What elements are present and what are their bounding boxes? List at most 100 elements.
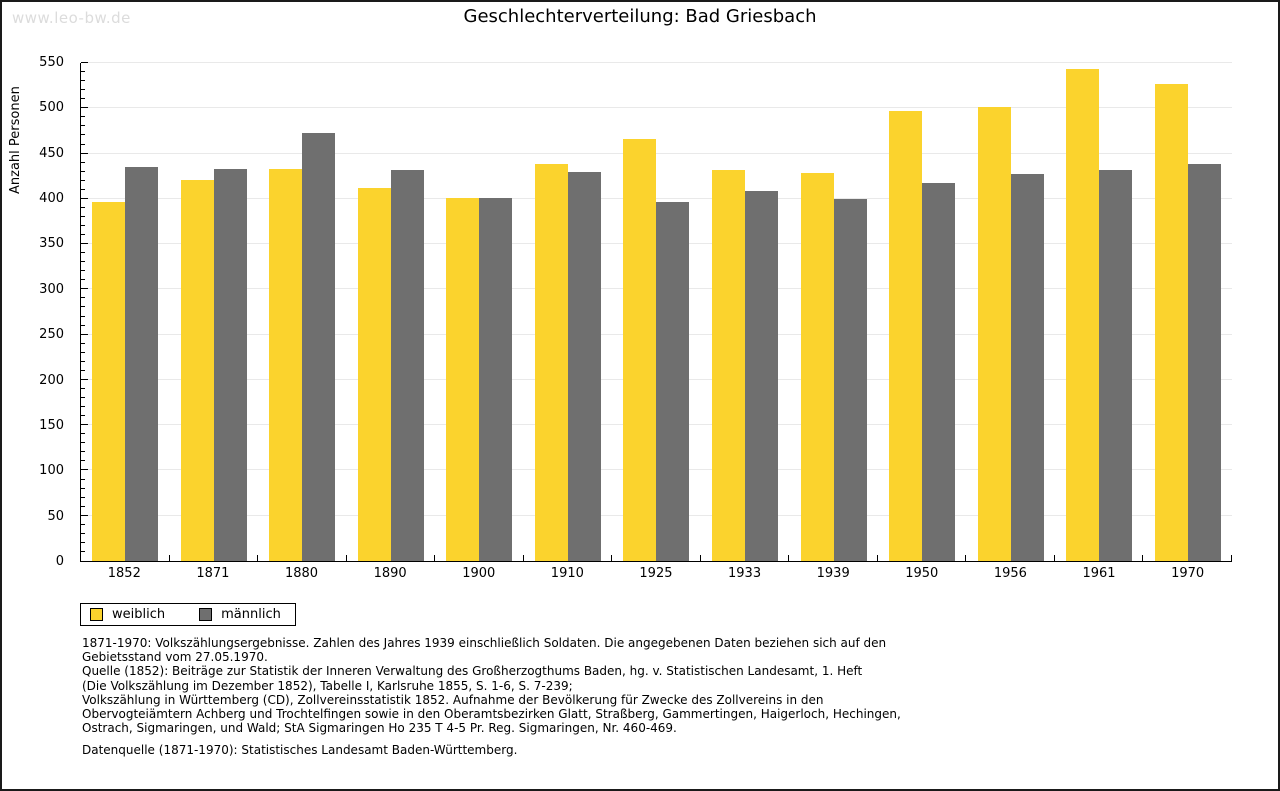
y-axis-labels: 0 50 100 150 200 250 300 350 400 450 500 550 — [2, 55, 72, 569]
x-tick-label-1939: 1939 — [816, 566, 850, 581]
bar-group-1933 — [701, 63, 790, 561]
x-tick-label-1961: 1961 — [1082, 566, 1116, 581]
bar-weiblich-1910 — [534, 164, 568, 561]
x-tick-label-1900: 1900 — [462, 566, 496, 581]
y-tick-label-150: 150 — [39, 417, 64, 433]
y-tick-label-550: 550 — [39, 55, 64, 70]
bar-group-1970 — [1143, 63, 1232, 561]
bar-männlich-1910 — [567, 171, 601, 561]
y-tick-420 — [81, 179, 85, 181]
bar-weiblich-1852 — [92, 202, 126, 561]
x-boundary-tick-1925 — [699, 555, 701, 561]
y-tick-540 — [81, 71, 85, 73]
bar-group-1939 — [789, 63, 878, 561]
bar-group-1871 — [170, 63, 259, 561]
y-tick-90 — [81, 478, 85, 480]
watermark: www.leo-bw.de — [12, 9, 131, 27]
y-tick-40 — [81, 523, 85, 525]
x-boundary-tick-1933 — [788, 555, 790, 561]
x-boundary-tick-1871 — [257, 555, 259, 561]
x-boundary-tick-1852 — [168, 555, 170, 561]
bar-männlich-1890 — [390, 169, 424, 561]
y-tick-440 — [81, 161, 85, 163]
footnote-line-5: Volkszählung in Württemberg (CD), Zollve… — [82, 692, 824, 707]
y-tick-340 — [81, 252, 85, 254]
x-boundary-tick-1880 — [345, 555, 347, 561]
y-tick-label-100: 100 — [39, 463, 64, 479]
bar-männlich-1900 — [479, 197, 513, 561]
y-tick-label-0: 0 — [55, 554, 64, 569]
bar-weiblich-1939 — [800, 172, 834, 561]
y-tick-360 — [81, 234, 85, 236]
legend-label-maennlich: männlich — [221, 607, 281, 622]
y-tick-180 — [81, 397, 85, 399]
bar-männlich-1871 — [213, 168, 247, 561]
y-tick-label-500: 500 — [39, 100, 64, 116]
y-tick-130 — [81, 442, 85, 444]
y-tick-220 — [81, 360, 85, 362]
bar-group-1852 — [81, 63, 170, 561]
chart-title: Geschlechterverteilung: Bad Griesbach — [463, 6, 817, 27]
bar-männlich-1961 — [1099, 169, 1133, 561]
y-tick-330 — [81, 261, 85, 263]
gridline-550 — [81, 62, 1232, 63]
y-tick-160 — [81, 415, 85, 417]
y-tick-550 — [81, 62, 88, 63]
x-tick-label-1933: 1933 — [728, 566, 762, 581]
bar-group-1910 — [524, 63, 613, 561]
x-boundary-tick-1939 — [876, 555, 878, 561]
y-tick-label-350: 350 — [39, 236, 64, 252]
y-tick-370 — [81, 224, 85, 226]
x-boundary-tick-1910 — [611, 555, 613, 561]
footnote-line-2: Gebietsstand vom 27.05.1970. — [82, 650, 268, 665]
legend-item-maennlich: männlich — [199, 607, 281, 622]
y-tick-100 — [81, 469, 88, 471]
footnote-line-1: 1871-1970: Volkszählungsergebnisse. Zahl… — [82, 636, 887, 650]
y-tick-120 — [81, 451, 85, 453]
gridline-500 — [81, 107, 1232, 109]
y-tick-310 — [81, 279, 85, 281]
bar-weiblich-1871 — [180, 179, 214, 561]
y-tick-270 — [81, 315, 85, 317]
datasource-line: Datenquelle (1871-1970): Statistisches L… — [82, 743, 518, 758]
gridline-400 — [81, 197, 1232, 199]
bar-weiblich-1890 — [357, 187, 391, 561]
y-tick-510 — [81, 98, 85, 100]
y-tick-250 — [81, 333, 88, 335]
bar-männlich-1956 — [1010, 174, 1044, 561]
y-tick-50 — [81, 514, 88, 516]
y-tick-70 — [81, 496, 85, 498]
y-tick-label-200: 200 — [39, 372, 64, 388]
x-boundary-tick-1890 — [434, 555, 436, 561]
bar-weiblich-1956 — [977, 107, 1011, 561]
legend-label-weiblich: weiblich — [112, 607, 166, 622]
bar-weiblich-1900 — [446, 197, 480, 561]
bar-group-1956 — [966, 63, 1055, 561]
bar-group-1961 — [1055, 63, 1144, 561]
bar-group-1900 — [435, 63, 524, 561]
x-tick-label-1950: 1950 — [905, 566, 939, 581]
footnote-line-7: Ostrach, Sigmaringen, und Wald; StA Sigm… — [82, 721, 677, 736]
y-tick-280 — [81, 306, 85, 308]
y-tick-320 — [81, 270, 85, 272]
bar-männlich-1970 — [1187, 164, 1221, 561]
y-tick-460 — [81, 143, 85, 145]
y-tick-230 — [81, 351, 85, 353]
bar-männlich-1852 — [125, 167, 159, 561]
x-boundary-tick-1900 — [522, 555, 524, 561]
footnote-line-6: Obervogteiämtern Achberg und Trochtelfin… — [82, 707, 901, 722]
bar-männlich-1933 — [744, 190, 778, 561]
footnote-lines: 1871-1970: Volkszählungsergebnisse. Zahl… — [82, 636, 1202, 735]
y-tick-80 — [81, 487, 85, 489]
y-tick-430 — [81, 170, 85, 172]
x-tick-label-1970: 1970 — [1171, 566, 1205, 581]
bar-group-1925 — [612, 63, 701, 561]
y-tick-500 — [81, 107, 88, 109]
plot-area — [80, 62, 1232, 562]
x-boundary-tick-1970 — [1230, 555, 1232, 561]
bar-weiblich-1880 — [269, 168, 303, 561]
y-tick-label-300: 300 — [39, 281, 64, 297]
legend-swatch-maennlich — [199, 608, 213, 621]
bar-männlich-1925 — [656, 201, 690, 561]
